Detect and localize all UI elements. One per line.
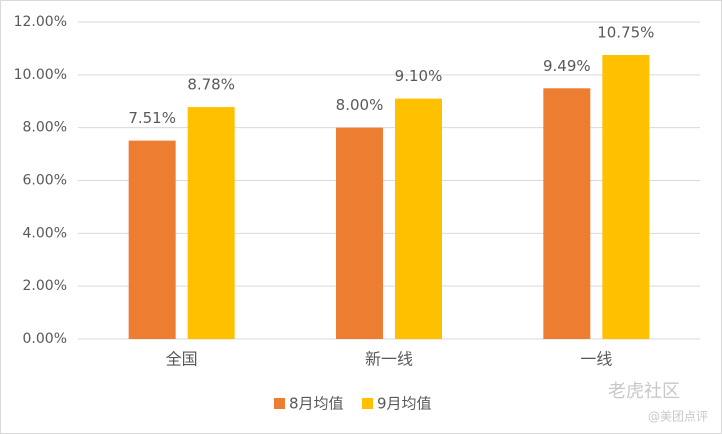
legend-label: 8月均值 — [289, 395, 344, 413]
legend-swatch — [274, 398, 285, 409]
y-tick-label: 10.00% — [14, 67, 67, 83]
y-tick-label: 0.00% — [23, 331, 67, 347]
bar — [336, 127, 383, 340]
y-tick-label: 2.00% — [23, 278, 67, 294]
bar — [395, 98, 442, 339]
bar — [602, 55, 650, 339]
value-label: 8.78% — [187, 76, 235, 94]
x-tick-label: 一线 — [580, 350, 612, 369]
value-label: 7.51% — [128, 109, 176, 127]
value-label: 8.00% — [336, 96, 384, 114]
y-tick-label: 12.00% — [14, 14, 67, 30]
value-label: 9.10% — [395, 67, 443, 85]
legend-swatch — [362, 398, 373, 409]
y-tick-label: 4.00% — [23, 225, 67, 241]
y-tick-label: 8.00% — [23, 120, 67, 136]
x-tick-label: 全国 — [166, 350, 198, 369]
value-label: 10.75% — [597, 24, 654, 42]
bar — [187, 107, 235, 339]
bar — [128, 140, 176, 339]
watermark: 老虎社区 — [608, 381, 680, 402]
value-label: 9.49% — [543, 57, 591, 75]
x-tick-label: 新一线 — [365, 350, 413, 369]
legend-label: 9月均值 — [377, 395, 432, 413]
y-tick-label: 6.00% — [23, 173, 67, 189]
watermark: @美团点评 — [648, 410, 708, 424]
bar — [543, 88, 591, 339]
